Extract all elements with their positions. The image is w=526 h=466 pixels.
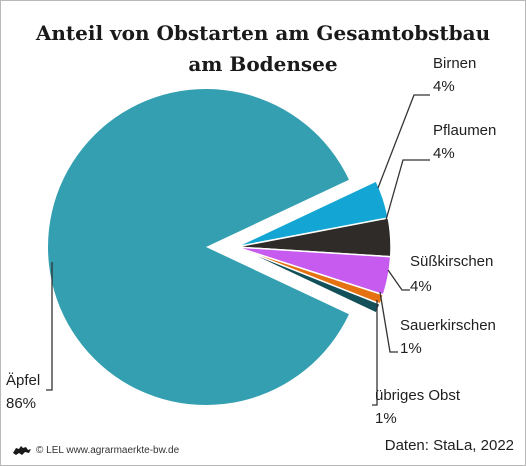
slice-value-6: 1% (375, 410, 397, 427)
leader-line-1 (46, 262, 53, 391)
chart-title: Anteil von Obstarten am Gesamtobstbau am… (0, 18, 526, 80)
slice-value-1: 86% (6, 395, 36, 412)
slice-label-3: Pflaumen (433, 122, 496, 139)
slice-value-3: 4% (433, 145, 455, 162)
slice-label-1: Äpfel (6, 372, 40, 389)
chart-title-line-2: am Bodensee (188, 52, 338, 76)
slice-value-2: 4% (433, 78, 455, 95)
data-source: Daten: StaLa, 2022 (384, 437, 514, 454)
chart-title-line-1: Anteil von Obstarten am Gesamtobstbau (35, 21, 491, 45)
slice-value-4: 4% (410, 278, 432, 295)
leader-line-2 (377, 94, 430, 189)
leader-line-3 (385, 159, 430, 221)
slice-label-5: Sauerkirschen (400, 317, 496, 334)
leader-line-5 (379, 291, 398, 353)
copyright-note: © LEL www.agrarmaerkte-bw.de (12, 444, 179, 456)
pie-slice-6 (235, 246, 382, 314)
lion-icon (13, 446, 31, 455)
slice-label-2: Birnen (433, 55, 476, 72)
slice-value-5: 1% (400, 340, 422, 357)
pie-slice-1 (47, 88, 349, 406)
leader-line-6 (372, 300, 378, 406)
copyright-text: © LEL www.agrarmaerkte-bw.de (36, 444, 180, 456)
slice-label-4: Süßkirschen (410, 253, 493, 270)
leader-line-4 (387, 269, 410, 291)
slice-label-6: übriges Obst (375, 387, 461, 404)
